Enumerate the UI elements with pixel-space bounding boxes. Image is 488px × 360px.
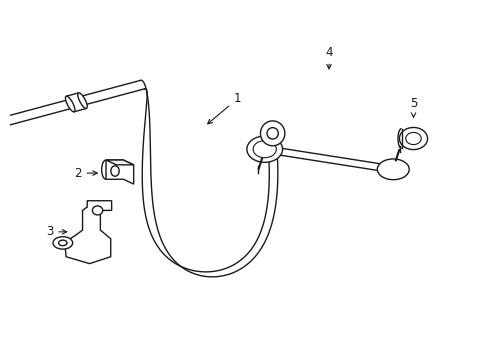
Ellipse shape [246,136,282,162]
Polygon shape [65,96,75,112]
Ellipse shape [92,206,102,215]
Polygon shape [140,80,277,277]
Text: 1: 1 [207,92,241,124]
Ellipse shape [405,132,420,145]
Polygon shape [106,160,133,165]
Polygon shape [78,93,87,108]
Ellipse shape [111,166,119,176]
Text: 5: 5 [409,98,416,117]
Ellipse shape [253,141,276,158]
Text: 2: 2 [74,167,97,180]
Polygon shape [64,201,111,264]
Text: 3: 3 [46,225,67,238]
Ellipse shape [59,240,67,246]
Ellipse shape [399,127,427,150]
Polygon shape [106,160,133,184]
Ellipse shape [53,237,73,249]
Text: 4: 4 [325,46,332,69]
Polygon shape [66,93,86,112]
Ellipse shape [377,159,408,180]
Ellipse shape [260,121,285,146]
Ellipse shape [266,128,278,139]
